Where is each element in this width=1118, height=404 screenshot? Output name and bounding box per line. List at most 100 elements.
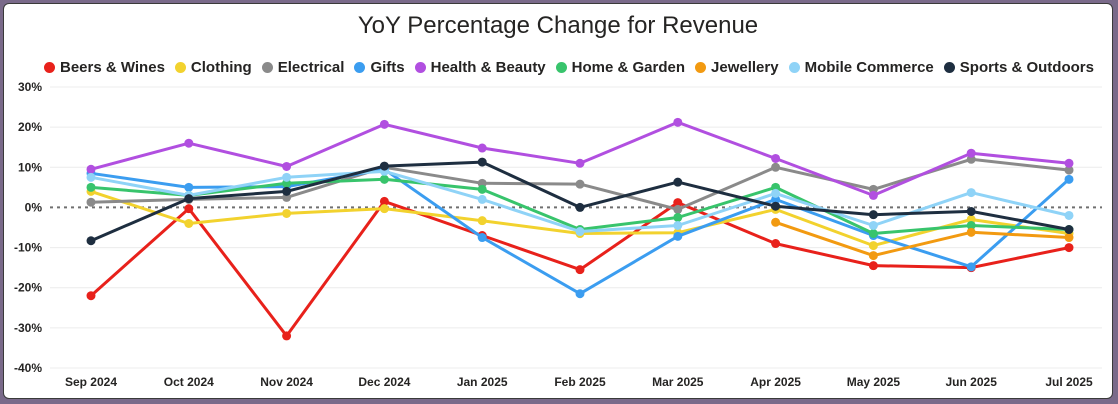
x-tick-label: Dec 2024 [358,375,410,389]
data-point-health-beauty [966,148,976,158]
data-point-beers-wines [379,196,389,206]
legend-marker [354,61,366,73]
legend-label: Home & Garden [571,58,686,76]
data-point-health-beauty [1064,158,1074,168]
data-point-health-beauty [184,138,194,148]
data-point-home-garden [868,229,878,239]
legend-item-beers-wines[interactable]: Beers & Wines [44,59,165,76]
data-point-health-beauty [86,164,96,174]
x-tick-label: Nov 2024 [260,375,313,389]
y-tick-label: -40% [14,361,42,375]
y-tick-label: 30% [18,80,42,94]
data-point-home-garden [477,184,487,194]
x-tick-label: Jan 2025 [457,375,508,389]
data-point-sports-outdoors [282,186,292,196]
data-point-sports-outdoors [477,157,487,167]
data-point-sports-outdoors [868,210,878,220]
data-point-electrical [673,204,683,214]
x-tick-label: Apr 2025 [750,375,801,389]
legend-label: Clothing [190,58,252,76]
legend-label: Sports & Outdoors [959,58,1094,76]
legend-marker [788,61,800,73]
data-point-jewellery [966,227,976,237]
data-point-gifts [673,231,683,241]
data-point-beers-wines [575,265,585,275]
legend-item-clothing[interactable]: Clothing [174,58,252,76]
legend-item-home-garden[interactable]: Home & Garden [555,58,686,76]
legend-marker [555,61,567,73]
data-point-gifts [184,182,194,192]
data-point-mobile-commerce [282,172,292,182]
data-point-sports-outdoors [184,194,194,204]
legend-label: Electrical [277,58,345,76]
data-point-health-beauty [868,190,878,200]
x-tick-label: May 2025 [847,375,901,389]
y-tick-label: 10% [18,160,42,174]
data-point-health-beauty [575,158,585,168]
data-point-beers-wines [282,331,292,341]
y-tick-label: 0% [25,200,43,214]
data-point-gifts [1064,174,1074,184]
legend-marker [44,61,55,73]
data-point-jewellery [1064,233,1074,243]
legend-marker [174,61,186,73]
x-tick-label: Feb 2025 [554,375,606,389]
data-point-mobile-commerce [771,188,781,198]
data-point-electrical [1064,165,1074,175]
data-point-electrical [86,197,96,207]
data-point-sports-outdoors [379,161,389,171]
data-point-home-garden [379,174,389,184]
data-point-mobile-commerce [868,220,878,230]
data-point-clothing [282,208,292,218]
data-point-mobile-commerce [673,220,683,230]
data-point-clothing [477,216,487,226]
data-point-clothing [379,204,389,214]
legend-label: Jewellery [711,58,779,76]
chart-title: YoY Percentage Change for Revenue [357,12,759,39]
legend-label: Mobile Commerce [804,58,934,76]
legend-marker [414,61,426,73]
data-point-electrical [575,179,585,189]
data-point-home-garden [673,212,683,222]
x-tick-label: Mar 2025 [652,375,704,389]
data-point-health-beauty [673,117,683,127]
data-point-health-beauty [282,161,292,171]
data-point-home-garden [966,220,976,230]
data-point-clothing [868,241,878,251]
data-point-gifts [966,262,976,272]
legend-label: Gifts [370,58,405,76]
legend-label: Beers & Wines [60,58,165,76]
legend-label: Health & Beauty [430,58,546,76]
data-point-beers-wines [86,291,96,301]
legend-item-health-beauty[interactable]: Health & Beauty [414,58,546,76]
x-tick-label: Oct 2024 [164,375,214,389]
legend-item-gifts[interactable]: Gifts [354,58,405,76]
data-point-gifts [575,289,585,299]
y-tick-label: -20% [14,281,42,295]
data-point-electrical [771,162,781,172]
chart-legend: Beers & Wines Clothing Electrical Gifts Heal… [44,57,1094,77]
legend-item-jewellery[interactable]: Jewellery [695,59,779,76]
x-tick-label: Sep 2024 [65,375,117,389]
legend-item-electrical[interactable]: Electrical [261,58,345,76]
legend-marker [695,61,707,73]
data-point-beers-wines [868,261,878,271]
data-point-mobile-commerce [575,227,585,237]
data-point-home-garden [86,182,96,192]
y-tick-label: -10% [14,241,42,255]
data-point-sports-outdoors [673,177,683,187]
y-tick-label: 20% [18,120,42,134]
data-point-gifts [477,233,487,243]
legend-item-sports-outdoors[interactable]: Sports & Outdoors [943,58,1094,76]
data-point-sports-outdoors [86,236,96,246]
data-point-health-beauty [477,143,487,153]
data-point-sports-outdoors [1064,225,1074,235]
data-point-mobile-commerce [1064,210,1074,220]
legend-marker [943,61,955,73]
legend-marker [261,61,273,73]
data-point-beers-wines [771,239,781,249]
data-point-beers-wines [1064,243,1074,253]
data-point-clothing [184,218,194,228]
legend-item-mobile-commerce[interactable]: Mobile Commerce [788,58,934,76]
